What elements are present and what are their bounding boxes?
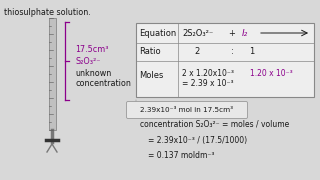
Text: unknown: unknown (75, 69, 111, 78)
Text: concentration: concentration (75, 80, 131, 89)
Text: Ratio: Ratio (139, 48, 161, 57)
Text: S₂O₃²⁻: S₂O₃²⁻ (75, 57, 100, 66)
Text: I₂: I₂ (242, 28, 248, 37)
Text: 1: 1 (249, 48, 255, 57)
Text: +: + (228, 28, 235, 37)
Text: = 0.137 moldm⁻³: = 0.137 moldm⁻³ (148, 150, 214, 159)
Bar (49, 18, 55, 130)
Text: 2S₂O₃²⁻: 2S₂O₃²⁻ (182, 28, 213, 37)
Text: 1.20 x 10⁻³: 1.20 x 10⁻³ (250, 69, 293, 78)
Text: Moles: Moles (139, 71, 164, 80)
Text: 2: 2 (194, 48, 200, 57)
Text: thiosulphate solution.: thiosulphate solution. (4, 8, 91, 17)
Text: concentration S₂O₃²⁻ = moles / volume: concentration S₂O₃²⁻ = moles / volume (140, 120, 289, 129)
Text: = 2.39 x 10⁻³: = 2.39 x 10⁻³ (182, 80, 234, 89)
Text: 17.5cm³: 17.5cm³ (75, 46, 108, 55)
Text: :: : (231, 48, 233, 57)
Text: 2 x 1.20x10⁻³: 2 x 1.20x10⁻³ (182, 69, 234, 78)
Text: 2.39x10⁻³ mol in 17.5cm³: 2.39x10⁻³ mol in 17.5cm³ (140, 107, 234, 113)
Text: Equation: Equation (139, 28, 176, 37)
FancyBboxPatch shape (126, 102, 247, 118)
Bar (136, 23, 314, 97)
Text: = 2.39x10⁻³ / (17.5/1000): = 2.39x10⁻³ / (17.5/1000) (148, 136, 247, 145)
